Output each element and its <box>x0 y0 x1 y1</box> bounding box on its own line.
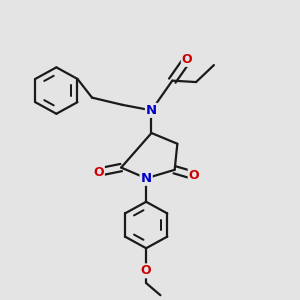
Text: O: O <box>189 169 199 182</box>
Text: O: O <box>182 53 193 66</box>
Text: N: N <box>146 104 157 117</box>
Text: N: N <box>141 172 152 185</box>
Text: O: O <box>141 264 152 278</box>
Text: O: O <box>93 166 104 178</box>
